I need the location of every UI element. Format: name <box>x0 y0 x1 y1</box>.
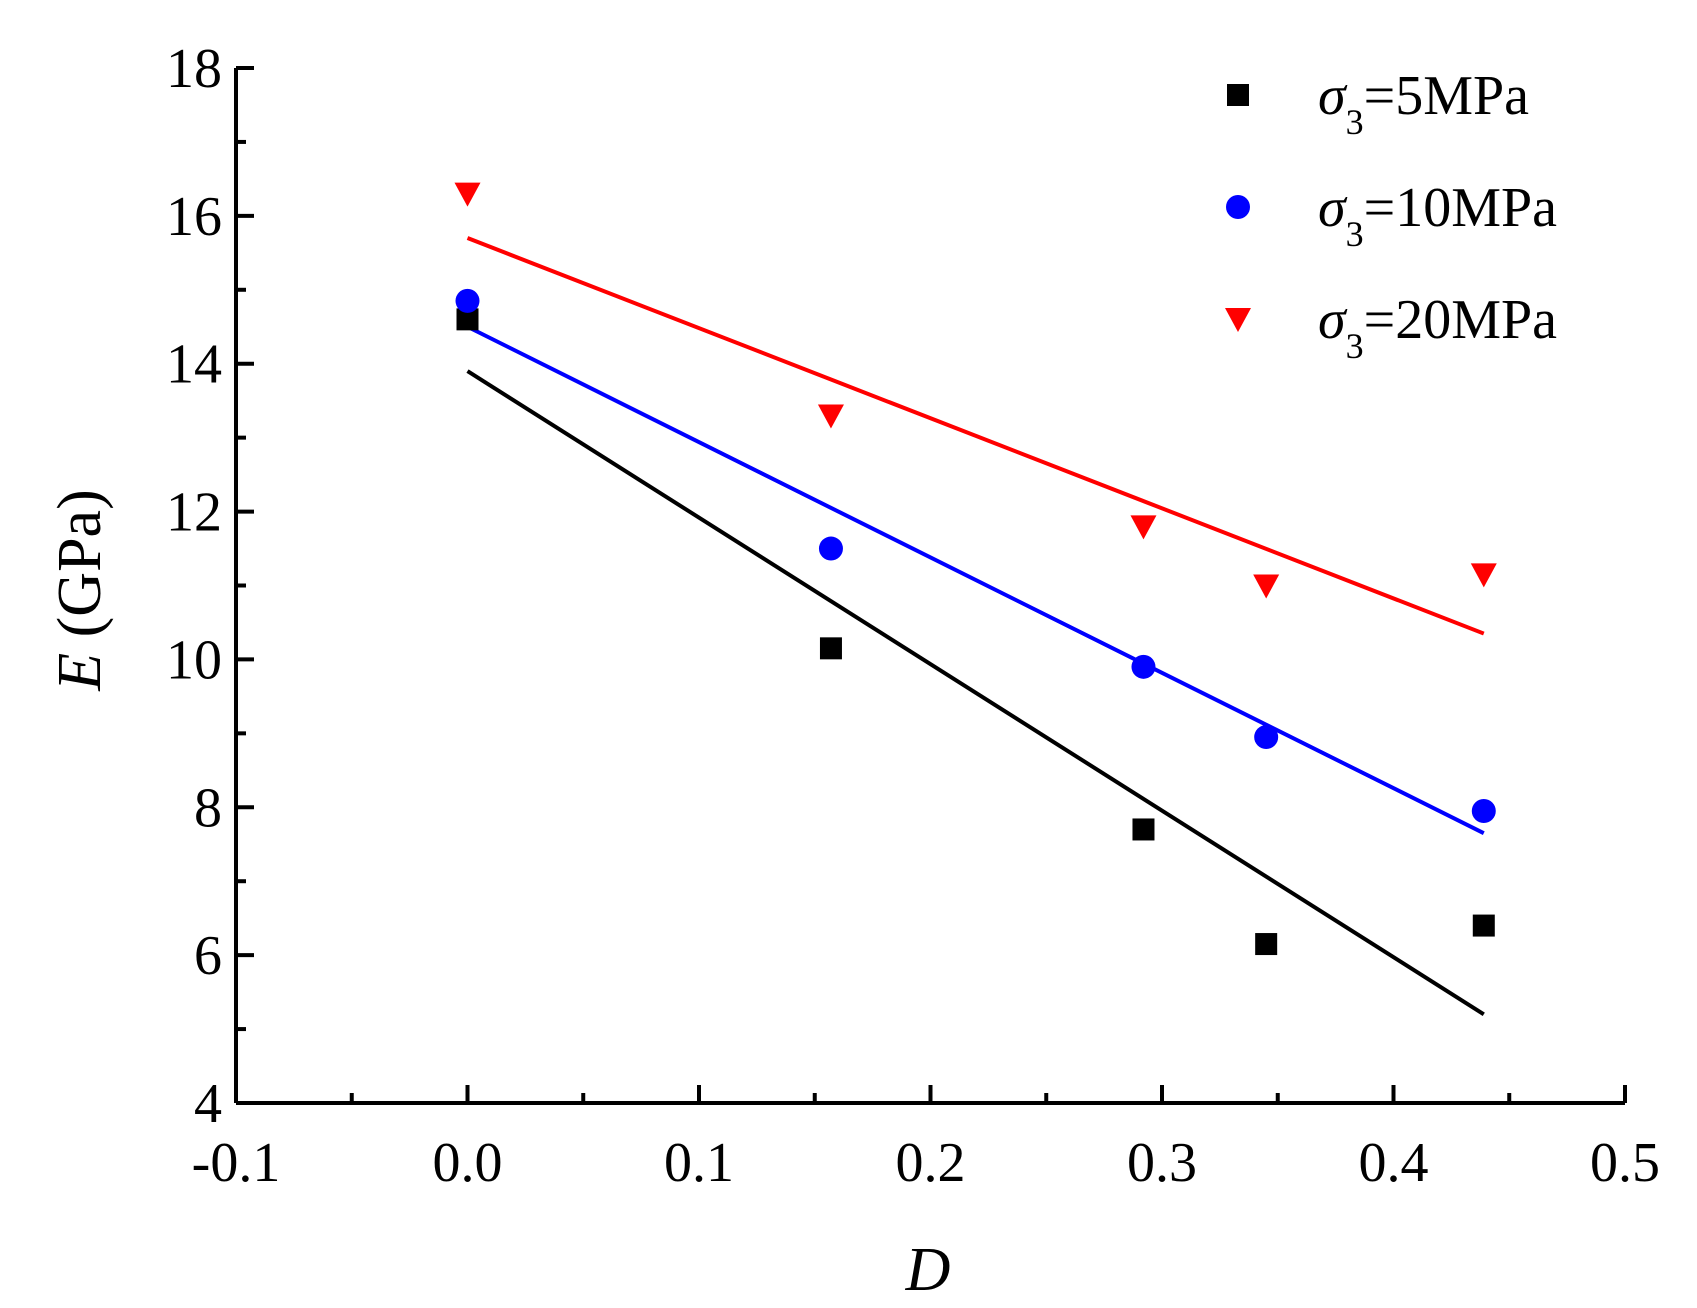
legend-symbol: σ <box>1318 289 1348 351</box>
fit-line <box>466 369 1485 1016</box>
data-point <box>1132 818 1155 841</box>
legend-value: =20MPa <box>1364 289 1558 351</box>
legend-label: σ3=20MPa <box>1318 289 1557 366</box>
data-point <box>1471 798 1496 823</box>
data-markers <box>454 182 1497 956</box>
data-point <box>1254 725 1279 750</box>
data-point <box>455 288 480 313</box>
y-tick-label: 18 <box>166 38 222 100</box>
x-tick-label: -0.1 <box>192 1132 281 1194</box>
legend-value: =5MPa <box>1364 65 1530 127</box>
legend-subscript: 3 <box>1346 214 1364 254</box>
legend-label: σ3=10MPa <box>1318 177 1557 254</box>
x-tick-label: 0.4 <box>1359 1132 1429 1194</box>
x-tick-label: 0.3 <box>1127 1132 1197 1194</box>
y-tick-label: 8 <box>194 777 222 839</box>
legend-subscript: 3 <box>1346 326 1364 366</box>
x-tick-label: 0.2 <box>896 1132 966 1194</box>
y-tick-label: 16 <box>166 186 222 248</box>
fit-line <box>466 324 1485 835</box>
data-point <box>1470 563 1497 588</box>
y-axis-title-var: E <box>46 653 114 692</box>
data-point <box>1472 914 1495 937</box>
data-point <box>1255 933 1278 956</box>
legend-symbol: σ <box>1318 177 1348 239</box>
y-tick-label: 4 <box>194 1073 222 1135</box>
legend-marker <box>1225 308 1251 332</box>
x-tick-label: 0.0 <box>433 1132 503 1194</box>
data-point <box>454 182 481 207</box>
x-axis-ticks: -0.1 0.0 0.1 0.2 0.3 0.4 0.5 <box>192 1085 1660 1194</box>
y-axis-ticks: 4 6 8 10 12 14 16 18 <box>166 38 254 1135</box>
legend-label: σ3=5MPa <box>1318 65 1529 142</box>
y-tick-label: 12 <box>166 482 222 544</box>
data-point <box>1253 574 1280 599</box>
y-tick-label: 6 <box>194 925 222 987</box>
legend-value: =10MPa <box>1364 177 1558 239</box>
fit-line <box>466 236 1485 636</box>
y-tick-label: 14 <box>166 334 222 396</box>
data-point <box>817 404 844 429</box>
data-point <box>1131 654 1156 679</box>
data-point <box>1130 515 1157 540</box>
fit-lines <box>466 236 1485 1016</box>
x-axis-title: D <box>905 1236 951 1304</box>
x-tick-label: 0.1 <box>664 1132 734 1194</box>
x-tick-label: 0.5 <box>1590 1132 1660 1194</box>
data-point <box>819 637 842 660</box>
legend-marker <box>1226 195 1250 219</box>
legend-symbol: σ <box>1318 65 1348 127</box>
y-tick-label: 10 <box>166 629 222 691</box>
data-point <box>818 536 843 561</box>
data-point <box>456 308 479 331</box>
y-axis-title: E (GPa) <box>46 489 114 691</box>
legend-marker <box>1227 84 1249 106</box>
legend-subscript: 3 <box>1346 102 1364 142</box>
y-axis-title-unit: (GPa) <box>46 489 114 653</box>
